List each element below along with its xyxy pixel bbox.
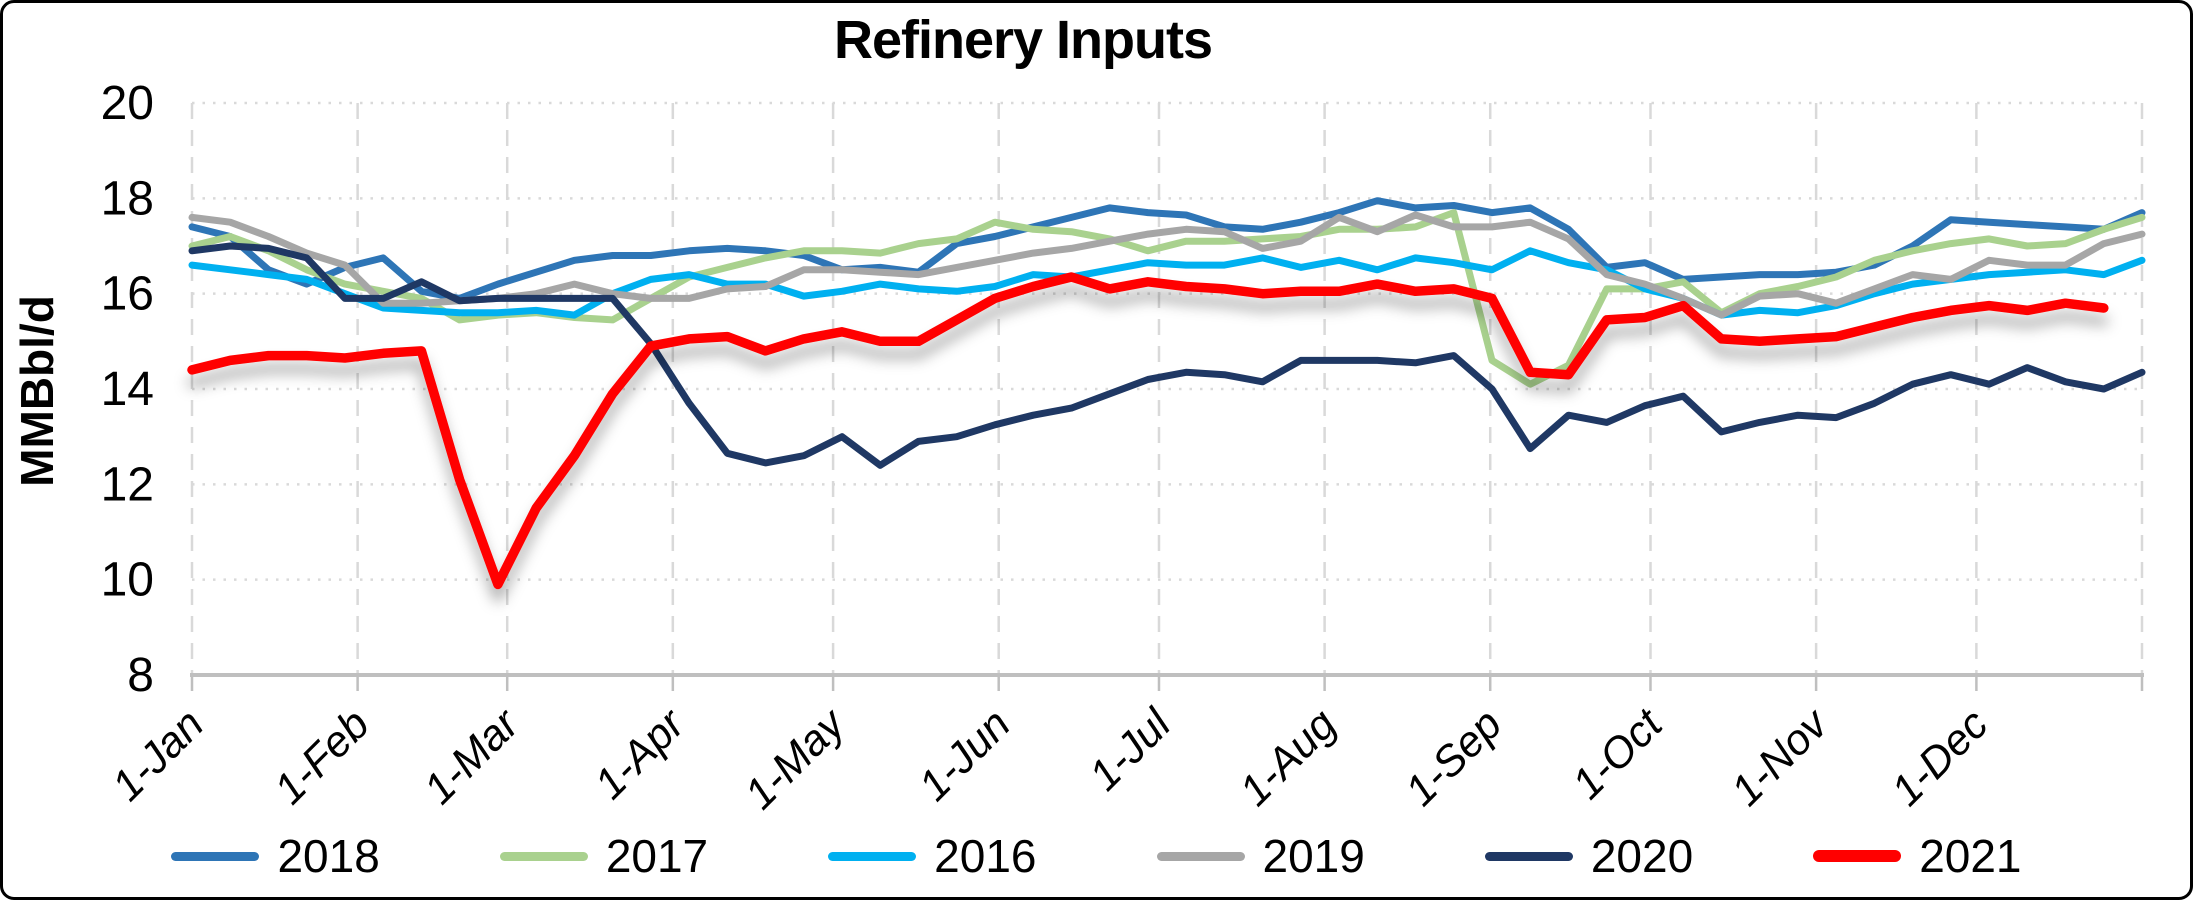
x-tick-label: 1-Jan	[103, 700, 213, 810]
x-tick-label: 1-Sep	[1396, 700, 1511, 815]
x-tick-label: 1-May	[736, 698, 856, 818]
series-lines	[187, 197, 2146, 590]
x-tick-label: 1-Nov	[1722, 698, 1839, 815]
legend-label-2020: 2020	[1590, 830, 1694, 882]
y-tick-label: 16	[101, 268, 154, 321]
x-tick-label: 1-Oct	[1563, 699, 1673, 809]
chart-legend: 2018 2017 2016 2019 2020 2021	[3, 829, 2190, 883]
y-tick-label: 14	[101, 363, 154, 416]
legend-item-2016: 2016	[828, 829, 1037, 883]
x-tick-label: 1-Mar	[415, 699, 530, 814]
series-line-2018	[188, 197, 2146, 302]
legend-swatch-2019	[1156, 851, 1245, 861]
x-tick-label: 1-Feb	[265, 700, 378, 813]
legend-item-2020: 2020	[1484, 829, 1694, 883]
series-line-2021	[187, 272, 2109, 590]
legend-swatch-2021	[1813, 850, 1902, 862]
x-tick-label: 1-Jul	[1080, 699, 1181, 800]
series-line-2016	[188, 247, 2146, 319]
legend-item-2021: 2021	[1813, 829, 2022, 883]
x-tick-label: 1-Jun	[910, 700, 1020, 810]
series-line-2020	[188, 242, 2146, 469]
tick-labels: 20 18 16 14 12 10 81-Jan 1-Feb 1-Mar 1-Apr 1-May 1-…	[101, 77, 1998, 819]
y-tick-label: 10	[101, 554, 154, 607]
legend-label-2018: 2018	[277, 830, 380, 882]
gridlines	[190, 101, 2144, 677]
axes	[190, 673, 2144, 691]
legend-label-2021: 2021	[1919, 830, 2022, 882]
legend-label-2016: 2016	[934, 830, 1037, 882]
legend-item-2019: 2019	[1156, 829, 1365, 883]
legend-item-2018: 2018	[171, 829, 380, 883]
legend-label-2017: 2017	[605, 830, 709, 882]
y-tick-label: 8	[127, 649, 154, 702]
legend-swatch-2020	[1484, 851, 1573, 861]
chart-title: Refinery Inputs	[833, 10, 1213, 70]
y-tick-label: 20	[101, 77, 154, 130]
chart-plot-area: 20 18 16 14 12 10 81-Jan 1-Feb 1-Mar 1-Apr 1-May 1-…	[101, 77, 2146, 819]
legend-swatch-2017	[499, 851, 588, 861]
y-tick-label: 18	[101, 172, 154, 225]
x-tick-label: 1-Dec	[1882, 700, 1997, 815]
x-tick-label: 1-Apr	[586, 699, 695, 808]
legend-swatch-2016	[828, 851, 917, 861]
y-tick-label: 12	[101, 458, 154, 511]
legend-swatch-2018	[171, 851, 260, 861]
legend-label-2019: 2019	[1262, 830, 1365, 882]
x-tick-label: 1-Aug	[1231, 700, 1346, 815]
legend-item-2017: 2017	[499, 829, 709, 883]
